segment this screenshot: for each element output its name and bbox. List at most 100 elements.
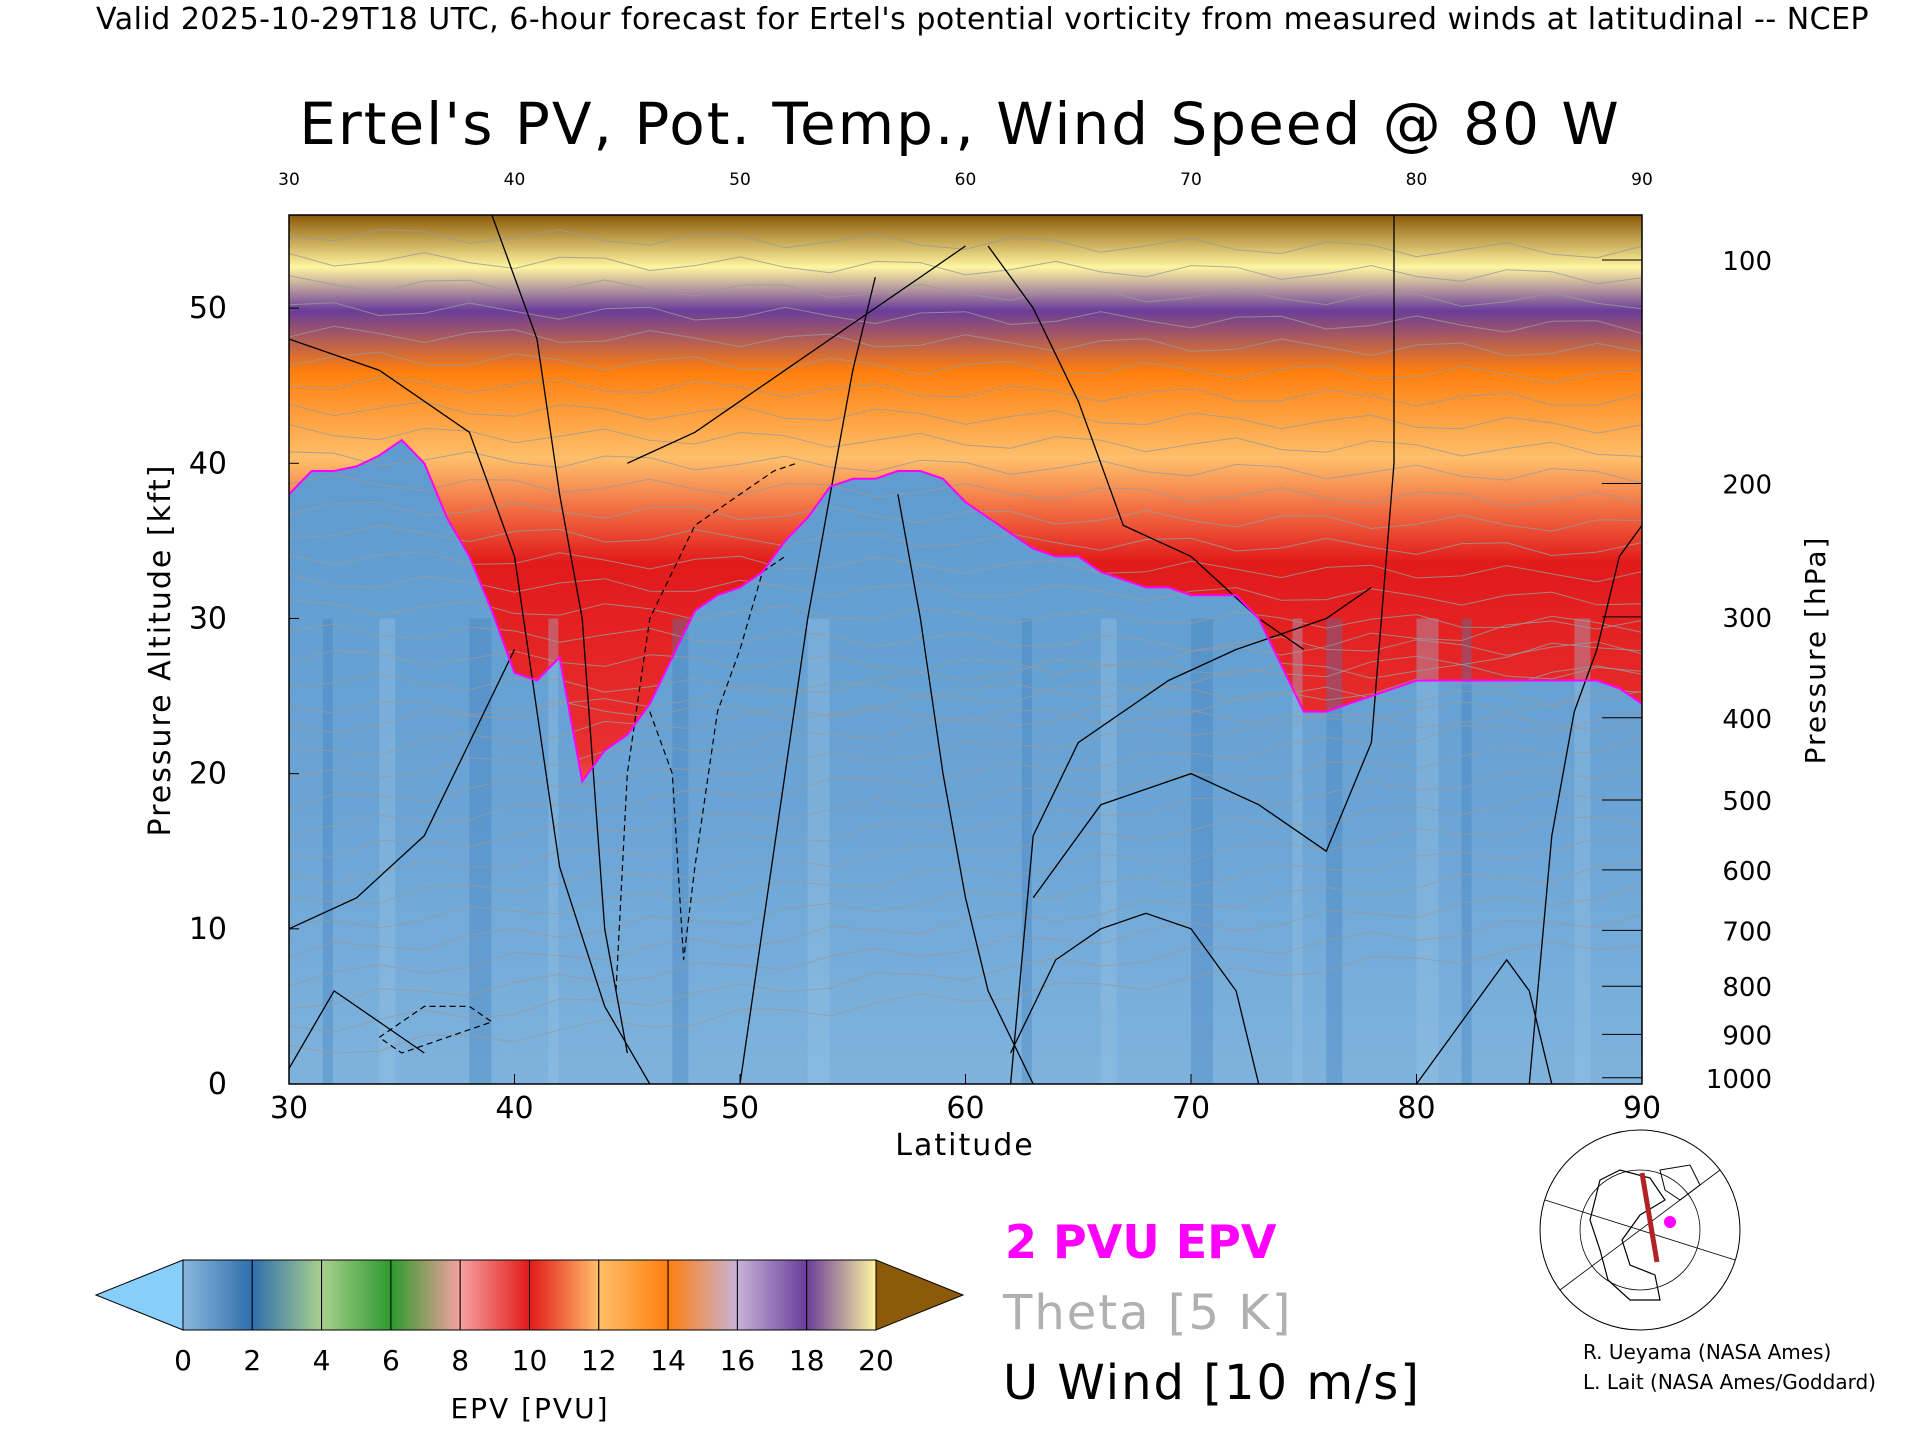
shading-stripe bbox=[322, 618, 333, 1084]
theta-contours bbox=[289, 228, 1642, 1054]
pressure-tick-label: 900 bbox=[1722, 1021, 1772, 1051]
colorbar-segment bbox=[251, 1259, 323, 1331]
theta-contour bbox=[289, 252, 1642, 285]
top-tick-label: 90 bbox=[1631, 170, 1653, 190]
wind-contour bbox=[289, 338, 651, 1084]
theta-contour bbox=[289, 883, 1642, 1009]
theta-contour bbox=[289, 275, 1642, 310]
shading-stripe bbox=[1574, 618, 1591, 1084]
theta-contour bbox=[289, 302, 1642, 334]
x-axis-label: Latitude bbox=[895, 1128, 1034, 1163]
colorbar-tick-label: 14 bbox=[650, 1344, 686, 1377]
theta-contour bbox=[289, 524, 1642, 557]
shading-stripe bbox=[1021, 618, 1032, 1084]
top-tick-label: 40 bbox=[504, 170, 526, 190]
x-axis: 30 40 50 60 70 80 90 bbox=[270, 1074, 1661, 1126]
colorbar-tick-label: 10 bbox=[512, 1344, 548, 1377]
pressure-tick-label: 1000 bbox=[1706, 1065, 1772, 1095]
colorbar-tick-label: 6 bbox=[382, 1344, 400, 1377]
y-axis-label-right: Pressure [hPa] bbox=[1799, 536, 1832, 765]
theta-contour bbox=[289, 791, 1642, 905]
colorbar-segment bbox=[529, 1259, 600, 1331]
colorbar-segment bbox=[321, 1259, 392, 1331]
colorbar-segment bbox=[459, 1259, 531, 1331]
top-tick-label: 50 bbox=[729, 170, 751, 190]
colorbar-segment bbox=[182, 1259, 253, 1331]
y-tick-label: 50 bbox=[189, 291, 227, 326]
theta-contour bbox=[289, 551, 1642, 583]
shading-stripe bbox=[672, 618, 689, 1084]
colorbar-over-arrow bbox=[875, 1259, 965, 1331]
wind-contour bbox=[627, 245, 966, 464]
pvu-2-contour bbox=[289, 438, 1642, 784]
colorbar-tick-label: 18 bbox=[789, 1344, 825, 1377]
shading-stripe bbox=[1100, 618, 1117, 1084]
colorbar-under-arrow bbox=[94, 1259, 184, 1331]
y-tick-label: 10 bbox=[189, 912, 227, 947]
theta-contour bbox=[289, 501, 1642, 532]
colorbar-tick-label: 0 bbox=[174, 1344, 192, 1377]
shading-stripe bbox=[1191, 618, 1213, 1084]
colorbar-segment bbox=[806, 1259, 877, 1331]
colorbar-segment bbox=[667, 1259, 738, 1331]
theta-contour bbox=[289, 642, 1642, 756]
theta-contour bbox=[289, 623, 1642, 656]
theta-contour bbox=[289, 673, 1642, 706]
colorbar-tick-label: 20 bbox=[858, 1344, 894, 1377]
y-tick-label: 20 bbox=[189, 757, 227, 792]
chart-title: Ertel's PV, Pot. Temp., Wind Speed @ 80 … bbox=[299, 90, 1621, 158]
colorbar-label: EPV [PVU] bbox=[450, 1392, 609, 1425]
wind-contour-negative bbox=[378, 1005, 494, 1054]
y-tick-label: 30 bbox=[189, 601, 227, 636]
pressure-tick-label: 500 bbox=[1722, 787, 1772, 817]
y-axis-right: 100 200 300 400 500 600 700 800 900 1000 bbox=[1602, 247, 1772, 1095]
legend-pvu-epv: 2 PVU EPV bbox=[1005, 1215, 1277, 1269]
theta-contour bbox=[289, 650, 1642, 680]
pressure-tick-label: 700 bbox=[1722, 917, 1772, 947]
theta-contour bbox=[289, 228, 1642, 259]
colorbar-tick-label: 8 bbox=[451, 1344, 469, 1377]
top-tick-label: 60 bbox=[955, 170, 977, 190]
wind-contour bbox=[1032, 215, 1395, 899]
top-axis: 30 40 50 60 70 80 90 bbox=[278, 170, 1653, 190]
legend-theta: Theta [5 K] bbox=[1003, 1285, 1293, 1341]
shading-stripe bbox=[379, 618, 396, 1084]
theta-contour bbox=[289, 913, 1642, 1033]
top-tick-label: 70 bbox=[1180, 170, 1202, 190]
colorbar-segment bbox=[736, 1259, 808, 1331]
colorbar-segment bbox=[598, 1259, 669, 1331]
colorbar-tick-label: 16 bbox=[720, 1344, 756, 1377]
y-axis-label-left: Pressure Altitude [kft] bbox=[143, 464, 178, 837]
x-tick-label: 40 bbox=[495, 1091, 533, 1126]
theta-contour bbox=[289, 700, 1642, 731]
theta-contour bbox=[289, 573, 1642, 606]
theta-contour bbox=[289, 837, 1642, 958]
locator-map bbox=[1539, 1129, 1741, 1331]
valid-time-header: Valid 2025-10-29T18 UTC, 6-hour forecast… bbox=[96, 2, 1870, 37]
credit-line-2: L. Lait (NASA Ames/Goddard) bbox=[1583, 1370, 1876, 1394]
y-axis-left: 0 10 20 30 40 50 bbox=[189, 291, 299, 1102]
colorbar-segment bbox=[390, 1259, 461, 1331]
wind-contour bbox=[289, 649, 516, 930]
theta-contour bbox=[289, 860, 1642, 987]
legend-u-wind: U Wind [10 m/s] bbox=[1003, 1355, 1422, 1411]
wind-contour bbox=[897, 494, 1034, 1084]
y-tick-label: 40 bbox=[189, 446, 227, 481]
wind-contour bbox=[1009, 586, 1372, 1084]
top-tick-label: 30 bbox=[278, 170, 300, 190]
y-tick-label: 0 bbox=[208, 1067, 227, 1102]
shading-stripe bbox=[548, 618, 559, 1084]
pressure-tick-label: 200 bbox=[1722, 470, 1772, 500]
wind-contour-negative bbox=[615, 462, 797, 991]
shading-stripe bbox=[807, 618, 830, 1084]
pressure-tick-label: 100 bbox=[1722, 247, 1772, 277]
top-tick-label: 80 bbox=[1406, 170, 1428, 190]
pressure-tick-label: 400 bbox=[1722, 705, 1772, 735]
theta-contour bbox=[289, 665, 1642, 779]
theta-contour bbox=[289, 351, 1642, 384]
theta-contour bbox=[289, 598, 1642, 633]
theta-contour bbox=[289, 688, 1642, 811]
x-tick-label: 50 bbox=[721, 1091, 759, 1126]
wind-contour bbox=[1010, 912, 1260, 1084]
wind-contour bbox=[289, 989, 425, 1069]
